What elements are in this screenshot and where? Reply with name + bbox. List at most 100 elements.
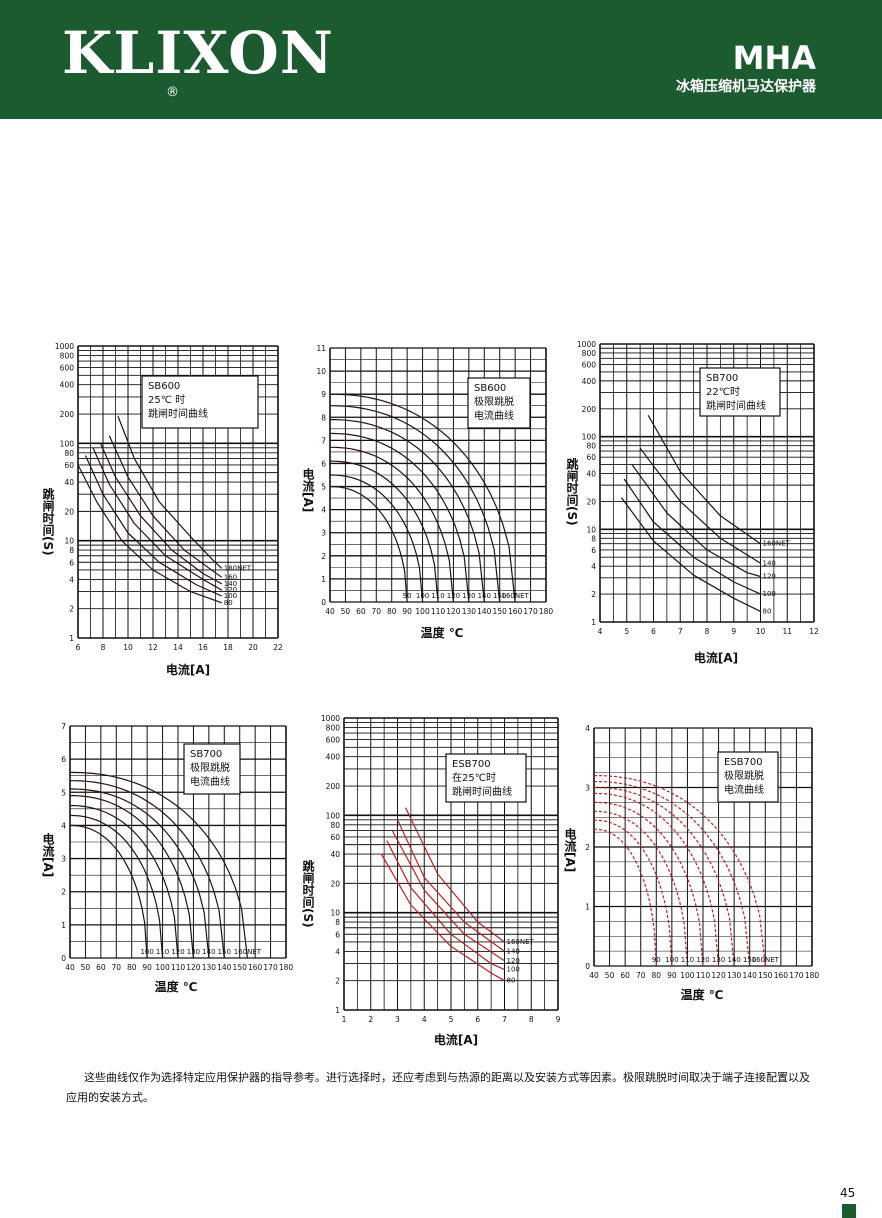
y-tick-label: 5	[61, 788, 66, 797]
x-tick-label: 9	[556, 1015, 561, 1024]
series-label: 90	[652, 956, 661, 964]
y-tick-label: 9	[321, 390, 326, 399]
series-line	[69, 804, 179, 959]
chart-sb700-trip-time: 4 5 6 7 8 9 10 11 12 1 2 4 6 8 10 20 40 60 80 100 200 400 600 8…	[560, 338, 822, 668]
curves	[593, 775, 766, 967]
x-tick-label: 160	[508, 607, 523, 616]
series-label: 140	[507, 947, 520, 955]
series-label: 120	[507, 957, 520, 965]
series-line	[108, 435, 223, 578]
y-tick-label: 60	[64, 461, 74, 470]
y-tick-label: 6	[61, 755, 66, 764]
x-tick-label: 90	[667, 971, 677, 980]
x-tick-label: 12	[148, 643, 158, 652]
y-tick-label: 0	[61, 954, 66, 963]
series-label: 160NET	[752, 956, 780, 964]
x-tick-label: 10	[756, 627, 766, 636]
series-label: 150	[493, 592, 506, 600]
series-line	[329, 432, 470, 603]
y-tick-label: 80	[64, 449, 74, 458]
x-tick-label: 180	[539, 607, 554, 616]
legend-text: ESB700	[724, 757, 763, 768]
chart-sb600-trip-time-svg: 6 8 10 12 14 16 18 20 22124681020406080100200400…	[41, 342, 283, 677]
chart-esb700-trip-time: 1 2 3 4 5 6 7 8 9 1 2 4 6 8 10 20 40 60 80 100 200 400 600 800 1…	[296, 710, 564, 1055]
series-line	[631, 464, 761, 578]
x-tick-label: 40	[589, 971, 599, 980]
y-tick-label: 1	[585, 903, 590, 912]
y-tick-label: 400	[582, 377, 597, 386]
y-tick-label: 1	[69, 634, 74, 643]
series-label: 130	[462, 592, 475, 600]
legend-text: 跳闸时间曲线	[452, 785, 512, 798]
series-line	[396, 819, 505, 952]
series-line	[117, 415, 223, 569]
series-line	[99, 443, 223, 585]
chart-esb700-ultimate-trip: 40 50 60 70 80 90 100 110 120 130 140 150 160 170 180 0…	[558, 718, 826, 1008]
series-line	[593, 786, 735, 967]
series-label: 80	[507, 977, 516, 985]
series-label: 130	[712, 956, 725, 964]
y-tick-label: 600	[60, 364, 75, 373]
x-tick-label: 150	[233, 963, 248, 972]
product-subtitle: 冰箱压缩机马达保护器	[676, 79, 816, 95]
x-axis-label: 电流[A]	[166, 662, 210, 677]
y-tick-label: 7	[61, 722, 66, 731]
x-tick-label: 4	[422, 1015, 427, 1024]
series-line	[92, 447, 223, 591]
x-tick-label: 40	[65, 963, 75, 972]
x-tick-label: 3	[395, 1015, 400, 1024]
y-axis-label: 电流[A]	[563, 827, 577, 873]
y-tick-label: 100	[582, 433, 597, 442]
y-tick-label: 1	[61, 921, 66, 930]
y-tick-label: 60	[586, 453, 596, 462]
curves	[69, 771, 248, 959]
x-tick-label: 180	[279, 963, 294, 972]
series-label: 110	[156, 948, 169, 956]
x-tick-label: 20	[248, 643, 258, 652]
x-tick-label: 7	[678, 627, 683, 636]
x-tick-label: 70	[636, 971, 646, 980]
legend-text: 跳闸时间曲线	[148, 407, 208, 420]
curves	[329, 393, 516, 603]
x-tick-label: 140	[743, 971, 758, 980]
y-tick-label: 0	[585, 962, 590, 971]
y-tick-label: 60	[330, 833, 340, 842]
series-label: 100	[140, 948, 153, 956]
legend-text: 电流曲线	[724, 783, 764, 796]
x-tick-label: 22	[273, 643, 283, 652]
legend-box	[445, 753, 527, 803]
y-tick-label: 0	[321, 598, 326, 607]
x-tick-label: 60	[620, 971, 630, 980]
x-tick-label: 40	[325, 607, 335, 616]
legend-text: ESB700	[452, 759, 491, 770]
series-label: 100	[507, 966, 520, 974]
series-line	[329, 485, 408, 603]
series-label: 110	[431, 592, 444, 600]
series-line	[593, 775, 766, 967]
y-tick-label: 6	[335, 930, 340, 939]
legend-text: SB600	[148, 381, 180, 392]
y-tick-label: 10	[330, 909, 340, 918]
footnote: 这些曲线仅作为选择特定应用保护器的指导参考。进行选择时，还应考虑到与热源的距离以…	[66, 1071, 810, 1104]
grid	[329, 347, 547, 603]
y-tick-label: 1	[335, 1006, 340, 1015]
y-tick-label: 4	[591, 562, 596, 571]
chart-sb600-ultimate-trip-svg: 40 50 60 70 80 90 100 110 120 130 140 150 160 170 1800…	[301, 344, 554, 640]
y-axis-label: 跳闸时间(S)	[41, 487, 55, 556]
x-tick-label: 50	[605, 971, 615, 980]
x-axis-label: 温度 ℃	[155, 979, 198, 994]
x-tick-label: 18	[223, 643, 233, 652]
page-tab-marker	[842, 1204, 856, 1218]
x-tick-label: 100	[680, 971, 695, 980]
y-tick-label: 4	[69, 575, 74, 584]
x-tick-label: 170	[789, 971, 804, 980]
series-label: 160NET	[507, 938, 535, 946]
legend-text: 极限跳脱	[190, 761, 230, 774]
x-tick-label: 8	[529, 1015, 534, 1024]
chart-sb700-trip-time-svg: 4 5 6 7 8 9 10 11 121246810204060801002004006008…	[565, 340, 819, 665]
series-line	[594, 828, 657, 967]
chart-sb700-ultimate-trip-svg: 40 50 60 70 80 90 100 110 120 130 140 150 160 170 1800…	[41, 722, 294, 994]
